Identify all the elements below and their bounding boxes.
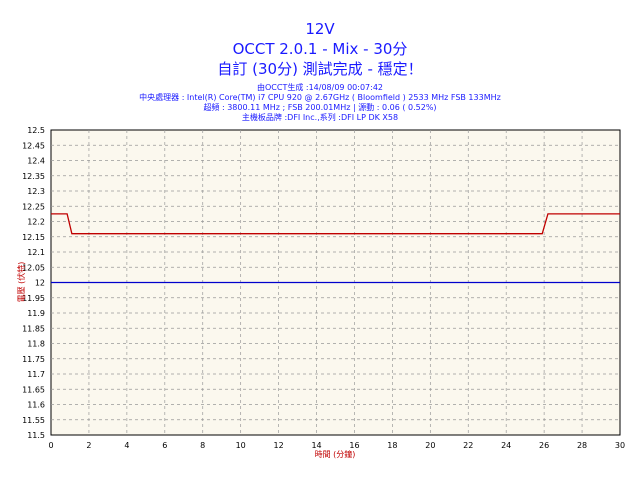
y-tick-label: 12.2	[27, 218, 45, 227]
x-tick-label: 14	[311, 441, 321, 450]
x-tick-label: 22	[463, 441, 473, 450]
y-tick-label: 12.1	[27, 248, 45, 257]
x-tick-label: 6	[162, 441, 167, 450]
x-tick-label: 8	[200, 441, 205, 450]
x-tick-label: 16	[349, 441, 359, 450]
y-tick-label: 11.6	[27, 401, 45, 410]
test-status: 自訂 (30分) 測試完成 - 穩定！	[217, 60, 423, 78]
y-tick-label: 12.3	[27, 187, 45, 196]
x-tick-label: 20	[425, 441, 435, 450]
y-tick-label: 12.15	[22, 233, 45, 242]
x-tick-label: 0	[48, 441, 53, 450]
overclock-info: 超頻 : 3800.11 MHz ; FSB 200.01MHz | 源動 : …	[203, 103, 437, 112]
x-tick-label: 26	[539, 441, 549, 450]
y-tick-labels: 12.5 12.45 12.4 12.35 12.3 12.25 12.2 12.15 12.1…	[22, 126, 45, 440]
chart-subtitle: OCCT 2.0.1 - Mix - 30分	[232, 40, 408, 58]
x-tick-label: 28	[577, 441, 587, 450]
series-lines	[51, 213, 620, 284]
x-tick-label: 4	[124, 441, 129, 450]
y-tick-label: 12.35	[22, 172, 45, 181]
x-tick-label: 12	[274, 441, 284, 450]
x-axis-label: 時間 (分鐘)	[315, 449, 356, 459]
measured-voltage-line	[51, 213, 620, 235]
x-tick-label: 30	[615, 441, 625, 450]
x-tick-labels: 0 2 4 6 8 10 12 14 16 18 20 22 24 26 28 30	[48, 441, 625, 450]
x-tick-label: 10	[236, 441, 246, 450]
chart-title: 12V	[305, 20, 335, 38]
y-tick-label: 11.75	[22, 355, 45, 364]
y-axis-label: 電壓 (伏特)	[16, 262, 26, 303]
y-tick-label: 12.25	[22, 202, 45, 211]
x-tick-label: 2	[86, 441, 91, 450]
y-tick-label: 11.95	[22, 294, 45, 303]
generated-info: 由OCCT生成 :14/08/09 00:07:42	[257, 83, 383, 92]
y-tick-label: 11.7	[27, 370, 45, 379]
y-tick-label: 12.45	[22, 141, 45, 150]
y-tick-label: 11.55	[22, 416, 45, 425]
y-tick-label: 11.65	[22, 385, 45, 394]
x-tick-label: 18	[387, 441, 397, 450]
y-tick-label: 12.5	[27, 126, 45, 135]
y-tick-label: 11.8	[27, 340, 45, 349]
y-tick-label: 12	[35, 279, 45, 288]
y-tick-label: 12.4	[27, 157, 45, 166]
y-tick-label: 12.05	[22, 263, 45, 272]
motherboard-info: 主機板品牌 :DFI Inc.,系列 :DFI LP DK X58	[241, 113, 399, 122]
y-tick-label: 11.85	[22, 324, 45, 333]
y-tick-label: 11.5	[27, 431, 45, 440]
cpu-info: 中央處理器 : Intel(R) Core(TM) i7 CPU 920 @ 2…	[139, 93, 501, 102]
x-tick-label: 24	[501, 441, 511, 450]
y-tick-label: 11.9	[27, 309, 45, 318]
